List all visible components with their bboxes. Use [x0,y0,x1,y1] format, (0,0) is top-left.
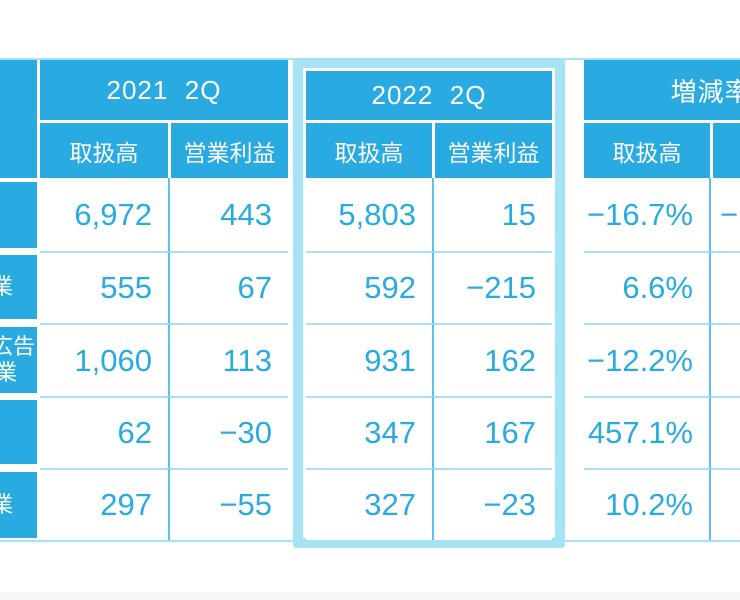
group-header-change: 増減率 [584,60,740,120]
data-cell: 592 [306,251,434,323]
row-label-2-fragment: 業 [0,274,14,299]
data-cell: 443 [170,178,288,251]
data-grid-2021: 6,972 443 555 67 1,060 113 62 −30 297 −5… [40,178,288,542]
group-header-2021: 2021 2Q [40,60,288,120]
subheader-2021-profit: 営業利益 [171,123,288,178]
data-cell: 162 [434,323,552,396]
data-cell: 297 [40,468,170,540]
data-cell: 347 [306,396,434,468]
data-cell-clipped [711,323,740,396]
data-cell: 5,803 [306,178,434,251]
subheader-change-volume: 取扱高 [584,123,710,178]
row-label-5: 業 [0,472,37,538]
data-cell: 1,060 [40,323,170,396]
subheader-2022-profit: 営業利益 [435,123,552,178]
data-cell: 15 [434,178,552,251]
row-label-1 [0,182,37,248]
subheader-2022-volume: 取扱高 [306,123,432,178]
data-cell-clipped: − [711,178,740,251]
row-label-2: 業 [0,255,37,319]
row-label-3-fragment-line2: 業 [0,360,18,385]
data-cell: 6,972 [40,178,170,251]
data-cell: 327 [306,468,434,540]
data-cell: 931 [306,323,434,396]
corner-cell [0,60,37,178]
data-grid-change: −16.7% − 6.6% −12.2% 457.1% 10.2% [584,178,740,542]
data-cell-clipped [711,468,740,540]
data-cell: −23 [434,468,552,540]
page-edge [0,592,740,600]
data-cell-clipped [711,396,740,468]
group-header-2022: 2022 2Q [306,71,552,120]
data-cell: 113 [170,323,288,396]
data-cell: 67 [170,251,288,323]
row-label-3: 広告 業 [0,327,37,393]
subheader-change-profit [713,123,740,178]
data-cell: −30 [170,396,288,468]
data-cell: 457.1% [584,396,711,468]
row-label-5-fragment: 業 [0,492,14,517]
data-cell-clipped [711,251,740,323]
data-cell: −55 [170,468,288,540]
data-grid-2022: 5,803 15 592 −215 931 162 347 167 327 −2… [306,178,552,542]
subheader-2021-volume: 取扱高 [40,123,168,178]
data-cell: 62 [40,396,170,468]
data-cell: 6.6% [584,251,711,323]
data-cell: 167 [434,396,552,468]
data-cell: 555 [40,251,170,323]
row-label-3-fragment-line1: 広告 [0,334,36,359]
row-label-4 [0,400,37,464]
data-cell: 10.2% [584,468,711,540]
data-cell: −215 [434,251,552,323]
data-cell: −12.2% [584,323,711,396]
data-cell: −16.7% [584,178,711,251]
table-bottom-border [0,540,740,542]
